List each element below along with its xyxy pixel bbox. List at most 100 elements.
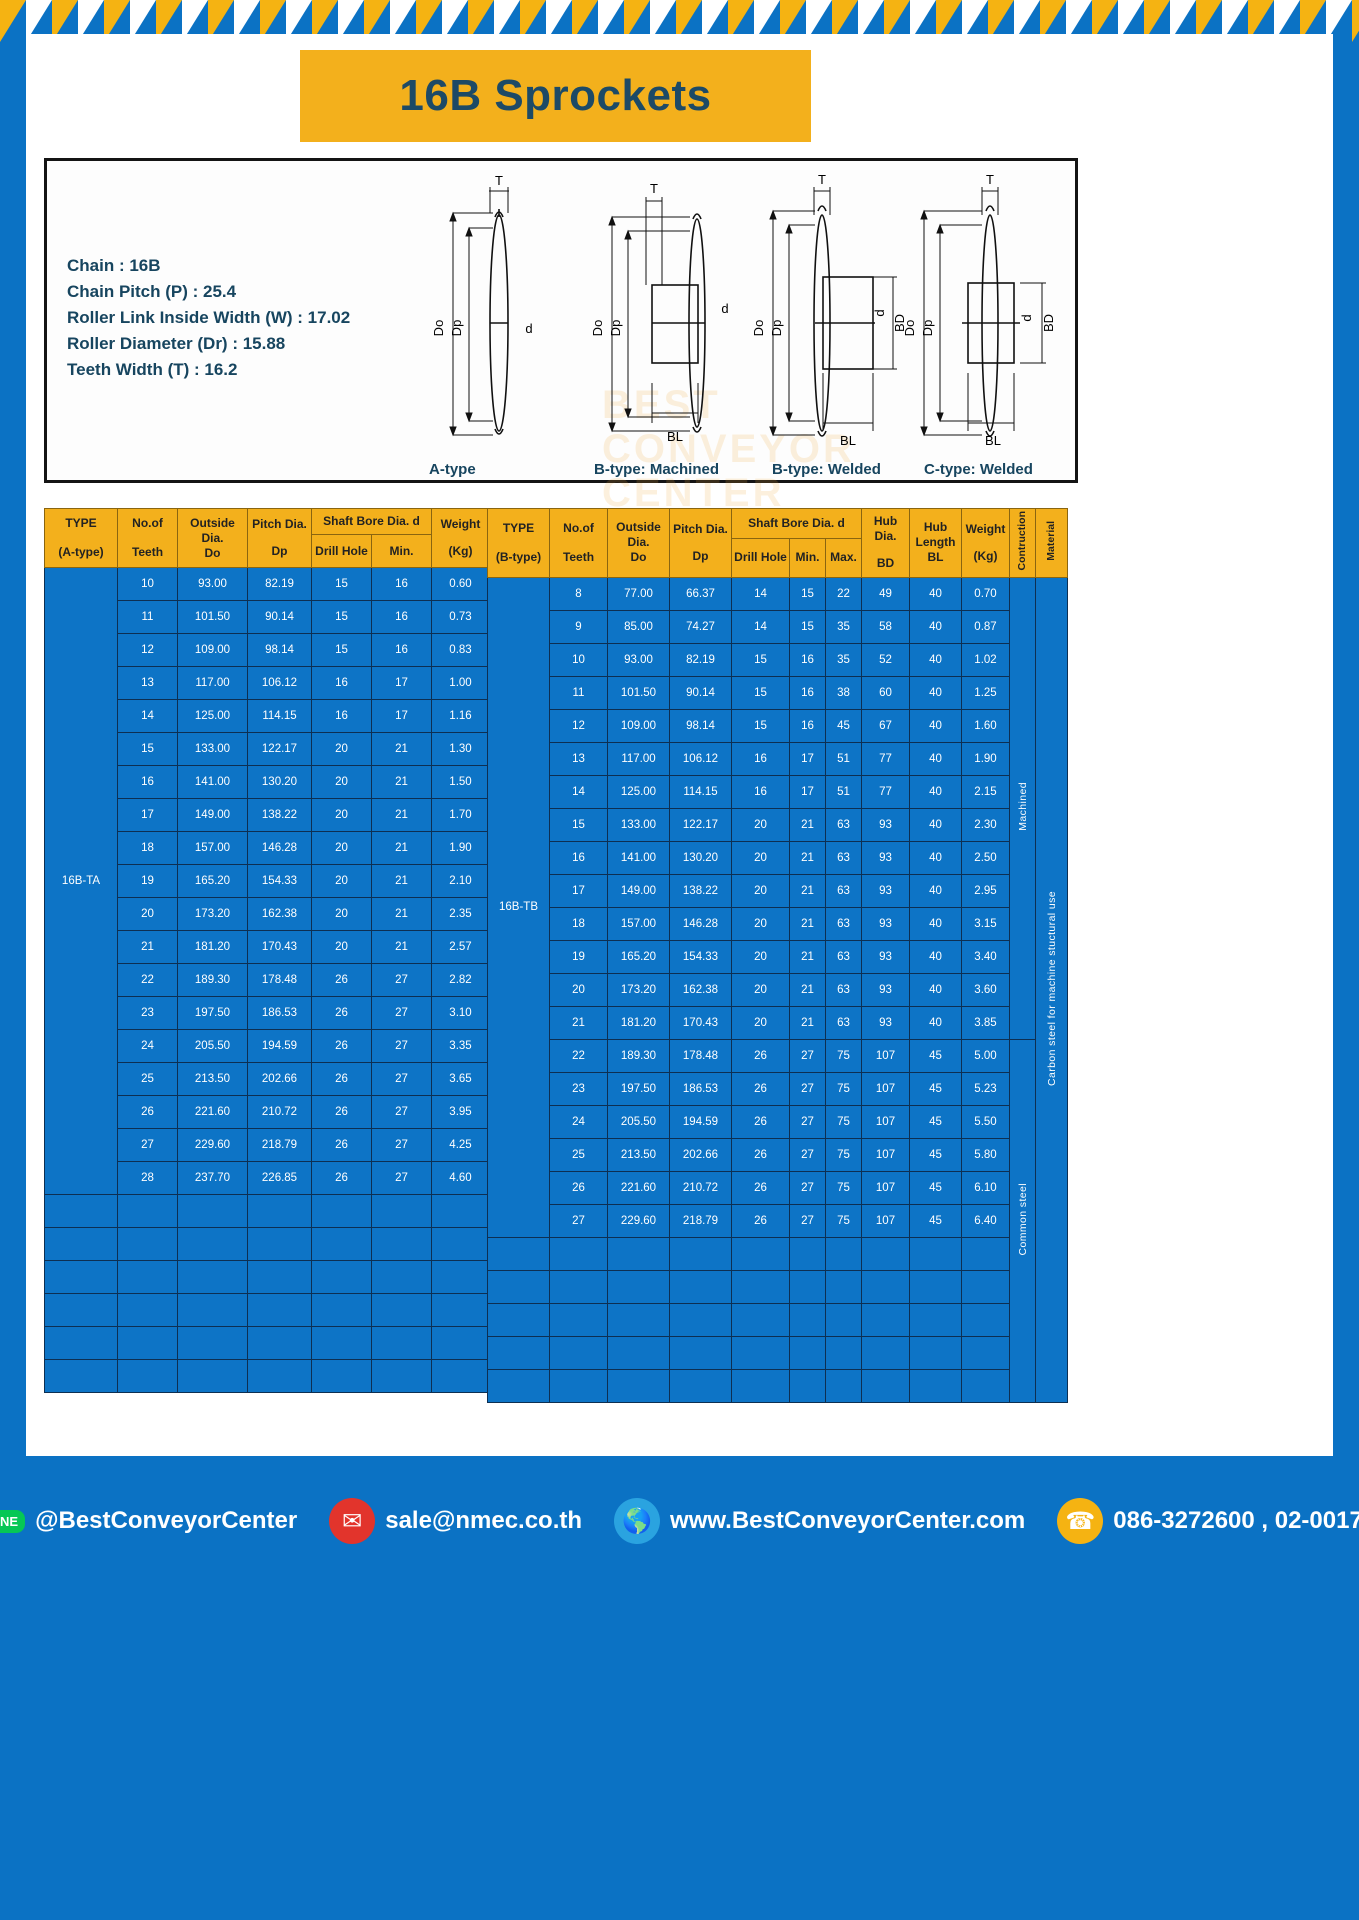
cell-pitch-dia: 154.33 bbox=[247, 864, 312, 898]
svg-text:BL: BL bbox=[985, 433, 1001, 448]
cell-max: 51 bbox=[825, 774, 862, 809]
cell-empty bbox=[669, 1335, 732, 1370]
cell-teeth: 17 bbox=[117, 798, 178, 832]
cell-pitch-dia: 138.22 bbox=[669, 873, 732, 908]
title-banner: 16B Sprockets bbox=[300, 50, 811, 142]
cell-teeth: 13 bbox=[549, 741, 608, 776]
cell-outside-dia: 141.00 bbox=[607, 840, 670, 875]
cell-weight: 3.95 bbox=[431, 1095, 490, 1129]
cell-empty bbox=[487, 1368, 550, 1403]
table-row: 23 197.50 186.53 26 27 3.10 bbox=[45, 996, 490, 1030]
cell-weight: 1.90 bbox=[431, 831, 490, 865]
cell-teeth: 22 bbox=[549, 1038, 608, 1073]
cell-empty bbox=[825, 1269, 862, 1304]
th-a-pitch-dia: Pitch Dia. Dp bbox=[247, 508, 312, 568]
cell-weight: 2.10 bbox=[431, 864, 490, 898]
cell-drill-hole: 20 bbox=[311, 930, 372, 964]
cell-empty bbox=[789, 1236, 826, 1271]
cell-pitch-dia: 162.38 bbox=[247, 897, 312, 931]
table-row: 25 213.50 202.66 26 27 3.65 bbox=[45, 1062, 490, 1096]
cell-empty bbox=[861, 1368, 910, 1403]
cell-min: 21 bbox=[371, 732, 432, 766]
table-row: 27 229.60 218.79 26 27 4.25 bbox=[45, 1128, 490, 1162]
footer-facebook[interactable]: f LINE @BestConveyorCenter bbox=[0, 1498, 297, 1544]
table-row: 16B-TA 10 93.00 82.19 15 16 0.60 bbox=[44, 567, 490, 1195]
cell-empty bbox=[44, 1194, 118, 1228]
cell-empty bbox=[311, 1359, 372, 1393]
cell-min: 16 bbox=[789, 642, 826, 677]
cell-teeth: 11 bbox=[117, 600, 178, 634]
table-row-empty bbox=[487, 1335, 1068, 1370]
cell-outside-dia: 77.00 bbox=[607, 576, 670, 611]
caption-b-type-welded: B-type: Welded bbox=[772, 461, 881, 478]
cell-pitch-dia: 114.15 bbox=[669, 774, 732, 809]
cell-empty bbox=[177, 1326, 248, 1360]
cell-min: 27 bbox=[789, 1137, 826, 1172]
cell-teeth: 18 bbox=[549, 906, 608, 941]
website-url: www.BestConveyorCenter.com bbox=[670, 1507, 1026, 1534]
cell-max: 63 bbox=[825, 972, 862, 1007]
cell-hub-dia: 93 bbox=[861, 906, 910, 941]
cell-max: 63 bbox=[825, 939, 862, 974]
th-b-construction: Contruction bbox=[1009, 508, 1036, 578]
footer-email[interactable]: ✉ sale@nmec.co.th bbox=[329, 1498, 582, 1544]
cell-hub-length: 40 bbox=[909, 939, 962, 974]
cell-empty bbox=[117, 1326, 178, 1360]
th-a-weight: Weight (Kg) bbox=[431, 508, 490, 568]
cell-outside-dia: 213.50 bbox=[177, 1062, 248, 1096]
cell-weight: 0.83 bbox=[431, 633, 490, 667]
cell-drill-hole: 20 bbox=[731, 972, 790, 1007]
cell-outside-dia: 189.30 bbox=[607, 1038, 670, 1073]
svg-text:BD: BD bbox=[892, 314, 907, 332]
cell-empty bbox=[825, 1335, 862, 1370]
cell-empty bbox=[117, 1227, 178, 1261]
cell-max: 45 bbox=[825, 708, 862, 743]
footer-website[interactable]: 🌎 www.BestConveyorCenter.com bbox=[614, 1498, 1025, 1544]
cell-empty bbox=[669, 1368, 732, 1403]
cell-max: 75 bbox=[825, 1203, 862, 1238]
table-row: 13 117.00 106.12 16 17 51 77 40 1.90 bbox=[488, 741, 1068, 776]
cell-teeth: 9 bbox=[549, 609, 608, 644]
cell-min: 27 bbox=[371, 1161, 432, 1195]
cell-drill-hole: 20 bbox=[731, 873, 790, 908]
cell-drill-hole: 20 bbox=[731, 807, 790, 842]
table-row: 20 173.20 162.38 20 21 2.35 bbox=[45, 897, 490, 931]
cell-empty bbox=[431, 1194, 490, 1228]
cell-pitch-dia: 130.20 bbox=[247, 765, 312, 799]
line-icon: LINE bbox=[0, 1509, 26, 1533]
cell-empty bbox=[731, 1302, 790, 1337]
table-row: 16 141.00 130.20 20 21 63 93 40 2.50 bbox=[488, 840, 1068, 875]
cell-empty bbox=[961, 1368, 1010, 1403]
spec-chain-pitch: Chain Pitch (P) : 25.4 bbox=[67, 282, 237, 301]
cell-hub-length: 40 bbox=[909, 576, 962, 611]
cell-empty bbox=[607, 1302, 670, 1337]
cell-max: 75 bbox=[825, 1071, 862, 1106]
cell-pitch-dia: 114.15 bbox=[247, 699, 312, 733]
table-row: 23 197.50 186.53 26 27 75 107 45 5.23 bbox=[488, 1071, 1068, 1106]
cell-min: 16 bbox=[371, 600, 432, 634]
svg-text:Do: Do bbox=[902, 320, 917, 337]
cell-weight: 1.70 bbox=[431, 798, 490, 832]
footer-phone[interactable]: ☎ 086-3272600 , 02-0017766 bbox=[1057, 1498, 1359, 1544]
cell-outside-dia: 165.20 bbox=[177, 864, 248, 898]
cell-empty bbox=[117, 1293, 178, 1327]
cell-outside-dia: 197.50 bbox=[177, 996, 248, 1030]
cell-empty bbox=[247, 1326, 312, 1360]
table-row: 27 229.60 218.79 26 27 75 107 45 6.40 bbox=[488, 1203, 1068, 1238]
svg-text:Dp: Dp bbox=[608, 320, 623, 337]
cell-empty bbox=[731, 1269, 790, 1304]
svg-text:d: d bbox=[1019, 314, 1034, 321]
cell-min: 27 bbox=[371, 1062, 432, 1096]
cell-min: 17 bbox=[789, 774, 826, 809]
cell-hub-dia: 93 bbox=[861, 972, 910, 1007]
cell-pitch-dia: 178.48 bbox=[247, 963, 312, 997]
chevron-stripe bbox=[0, 0, 26, 42]
svg-text:BL: BL bbox=[840, 433, 856, 448]
svg-text:Do: Do bbox=[590, 320, 605, 337]
cell-teeth: 27 bbox=[117, 1128, 178, 1162]
chevron-stripe bbox=[1352, 0, 1359, 42]
cell-hub-length: 40 bbox=[909, 774, 962, 809]
cell-drill-hole: 26 bbox=[311, 963, 372, 997]
cell-empty bbox=[247, 1359, 312, 1393]
cell-drill-hole: 15 bbox=[311, 600, 372, 634]
